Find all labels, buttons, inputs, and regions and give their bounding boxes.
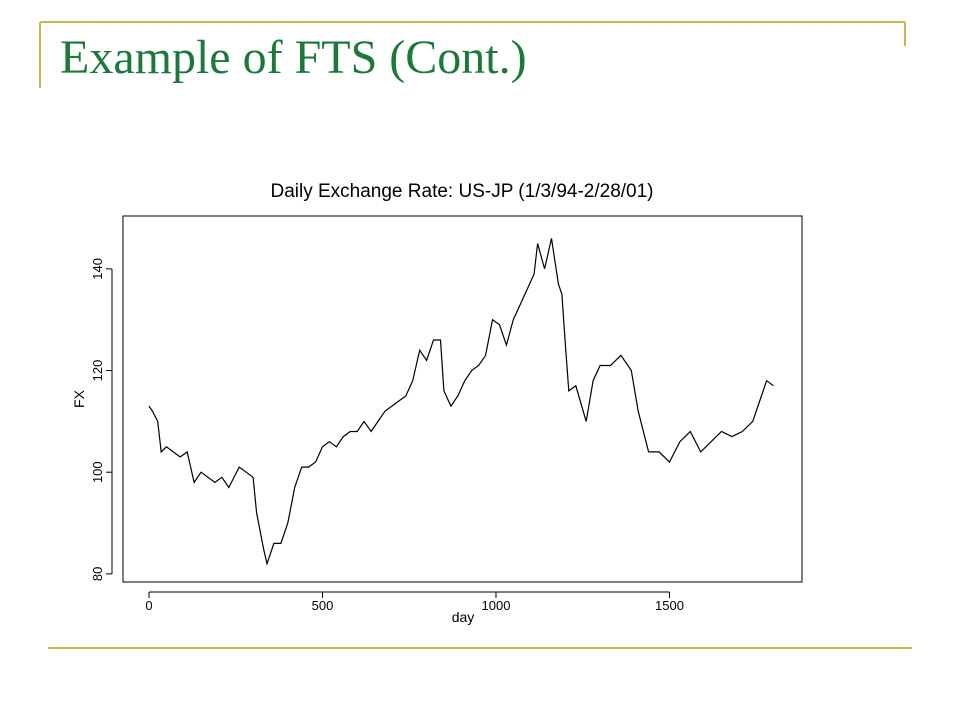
y-tick-label: 100 <box>90 461 105 483</box>
x-axis-label: day <box>452 609 475 625</box>
y-tick-label: 120 <box>90 360 105 382</box>
y-axis-label: FX <box>71 389 87 408</box>
x-tick-label: 0 <box>145 598 152 613</box>
slide-title: Example of FTS (Cont.) <box>60 31 527 84</box>
y-tick-label: 80 <box>90 567 105 581</box>
x-tick-label: 1000 <box>482 598 511 613</box>
plot-frame <box>122 215 803 583</box>
x-tick-label: 500 <box>312 598 334 613</box>
y-tick-label: 140 <box>90 258 105 280</box>
x-tick-label: 1500 <box>655 598 684 613</box>
data-line <box>148 238 774 566</box>
chart-title: Daily Exchange Rate: US-JP (1/3/94-2/28/… <box>270 181 653 202</box>
